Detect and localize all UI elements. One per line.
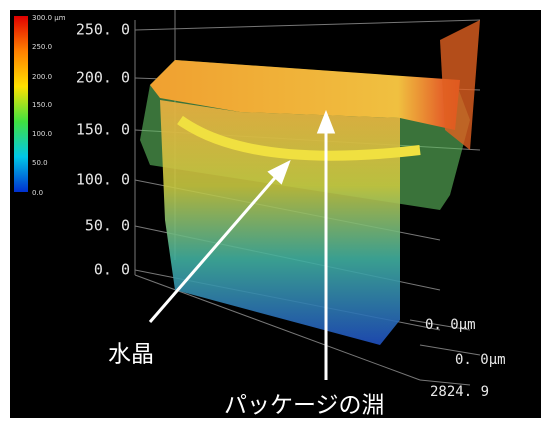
screenshot: 300.0 µm 250.0 200.0 150.0 100.0 50.0 0.… <box>0 0 551 425</box>
annotation: パッケージの淵 <box>224 393 385 419</box>
colorbar-label: 50.0 <box>32 159 48 167</box>
z-tick-label: 0. 0 <box>94 261 130 279</box>
colorbar-label: 150.0 <box>32 101 52 109</box>
axis-label: 0. 0μm <box>455 352 506 368</box>
z-tick-label: 150. 0 <box>76 121 130 139</box>
z-tick-label: 50. 0 <box>85 217 130 235</box>
axis-label: 2824. 9 <box>430 384 489 400</box>
colorbar-label: 250.0 <box>32 43 52 51</box>
z-tick-label: 250. 0 <box>76 21 130 39</box>
colorbar-label: 100.0 <box>32 130 52 138</box>
annotation: 水晶 <box>108 342 154 368</box>
colorbar <box>14 16 28 192</box>
axis-label: 0. 0μm <box>425 317 476 333</box>
z-tick-label: 100. 0 <box>76 171 130 189</box>
z-tick-label: 200. 0 <box>76 69 130 87</box>
colorbar-label: 0.0 <box>32 189 43 197</box>
colorbar-label: 300.0 µm <box>32 14 66 22</box>
colorbar-label: 200.0 <box>32 73 52 81</box>
